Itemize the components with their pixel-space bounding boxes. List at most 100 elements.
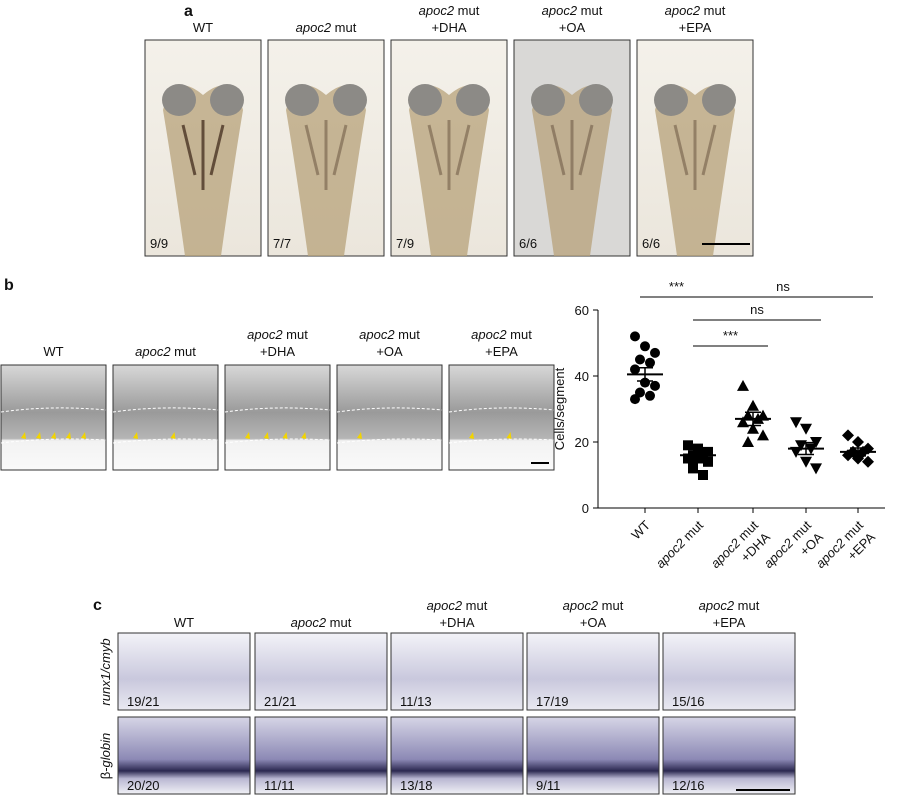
eye bbox=[210, 84, 244, 116]
dashed-outline bbox=[448, 438, 555, 444]
sig-label: ns bbox=[776, 279, 790, 294]
point bbox=[747, 399, 759, 411]
count: 17/19 bbox=[536, 694, 569, 709]
vessel-image bbox=[112, 364, 219, 471]
sig-label: *** bbox=[669, 279, 684, 294]
point bbox=[742, 409, 754, 421]
arrow bbox=[301, 432, 307, 439]
pigment bbox=[427, 120, 471, 190]
column-title: WT bbox=[43, 344, 63, 359]
error-bar bbox=[850, 447, 866, 457]
point bbox=[645, 390, 655, 401]
count: 6/6 bbox=[519, 236, 537, 251]
count: 7/7 bbox=[273, 236, 291, 251]
y-axis-label: Cells/segment bbox=[552, 367, 567, 450]
ish-image bbox=[390, 632, 524, 711]
column-title: apoc2 mut +DHA bbox=[427, 598, 488, 630]
pigment bbox=[550, 120, 594, 190]
count: 7/9 bbox=[396, 236, 414, 251]
eye bbox=[408, 84, 442, 116]
row-label: β-globin bbox=[98, 733, 113, 780]
arrow bbox=[51, 432, 56, 439]
eye bbox=[456, 84, 490, 116]
count: 9/9 bbox=[150, 236, 168, 251]
column-title: apoc2 mut bbox=[296, 20, 357, 35]
panel-label: b bbox=[4, 277, 14, 294]
dashed-outline bbox=[0, 407, 107, 413]
count: 13/18 bbox=[400, 778, 433, 793]
column-title: WT bbox=[193, 20, 213, 35]
y-tick-label: 0 bbox=[582, 501, 589, 516]
error-bar bbox=[745, 411, 761, 427]
point bbox=[800, 423, 812, 435]
dashed-outline bbox=[112, 438, 219, 444]
column-title: apoc2 mut +OA bbox=[563, 598, 624, 630]
point bbox=[630, 331, 640, 342]
point bbox=[737, 416, 749, 428]
panel-label: a bbox=[184, 3, 193, 20]
point bbox=[862, 455, 874, 468]
point bbox=[737, 379, 749, 391]
larva-body bbox=[409, 85, 489, 256]
arrow bbox=[506, 432, 512, 439]
eye bbox=[333, 84, 367, 116]
count: 6/6 bbox=[642, 236, 660, 251]
column-title: apoc2 mut +EPA bbox=[699, 598, 760, 630]
eye bbox=[654, 84, 688, 116]
dashed-outline bbox=[448, 407, 555, 413]
arrow bbox=[66, 432, 71, 439]
point bbox=[688, 463, 698, 474]
point bbox=[650, 347, 660, 358]
point bbox=[698, 470, 708, 480]
arrow bbox=[263, 432, 269, 439]
count: 11/13 bbox=[400, 694, 432, 709]
ish-image bbox=[254, 632, 388, 711]
dashed-outline bbox=[224, 407, 331, 413]
error-bar bbox=[637, 367, 653, 382]
row-label: runx1/cmyb bbox=[98, 638, 113, 705]
column-title: apoc2 mut +DHA bbox=[419, 3, 480, 35]
arrow bbox=[36, 432, 41, 439]
ish-image bbox=[117, 716, 251, 795]
point bbox=[852, 436, 864, 448]
y-tick-label: 20 bbox=[575, 435, 589, 450]
eye bbox=[702, 84, 736, 116]
ish-image bbox=[662, 632, 796, 711]
point bbox=[645, 357, 655, 368]
x-tick-label: apoc2 mut bbox=[653, 517, 707, 571]
point bbox=[640, 341, 650, 352]
arrow bbox=[282, 432, 288, 439]
eye bbox=[285, 84, 319, 116]
point bbox=[630, 364, 640, 375]
column-title: WT bbox=[174, 615, 194, 630]
column-title: apoc2 mut bbox=[291, 615, 352, 630]
pigment bbox=[181, 120, 225, 190]
ish-image bbox=[254, 716, 388, 795]
point bbox=[650, 380, 660, 391]
count: 11/11 bbox=[264, 778, 295, 793]
point bbox=[683, 440, 693, 451]
dashed-outline bbox=[0, 438, 107, 444]
y-tick-label: 60 bbox=[575, 303, 589, 318]
count: 12/16 bbox=[672, 778, 705, 793]
point bbox=[810, 437, 822, 448]
error-bar bbox=[690, 451, 706, 460]
point bbox=[790, 446, 802, 458]
sig-label: *** bbox=[723, 328, 738, 343]
point bbox=[742, 436, 754, 447]
panel-label: c bbox=[93, 597, 102, 614]
arrow bbox=[357, 432, 362, 439]
column-title: apoc2 mut +EPA bbox=[471, 327, 532, 359]
arrow bbox=[170, 432, 176, 439]
y-tick-label: 40 bbox=[575, 369, 589, 384]
point bbox=[683, 453, 693, 464]
column-title: apoc2 mut +DHA bbox=[247, 327, 308, 359]
count: 19/21 bbox=[127, 694, 160, 709]
dashed-outline bbox=[224, 438, 331, 444]
point bbox=[703, 456, 713, 467]
ish-image bbox=[662, 716, 796, 795]
pigment bbox=[304, 120, 348, 190]
point bbox=[693, 443, 703, 454]
